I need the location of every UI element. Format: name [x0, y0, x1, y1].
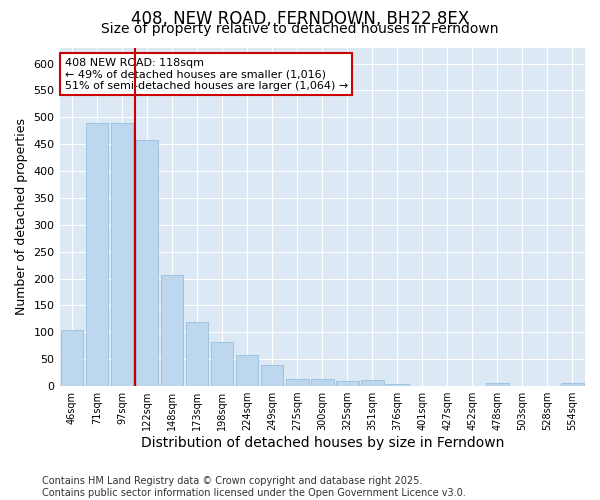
Bar: [136, 140, 158, 386]
Text: Size of property relative to detached houses in Ferndown: Size of property relative to detached ho…: [101, 22, 499, 36]
Bar: [561, 384, 584, 386]
Text: 408 NEW ROAD: 118sqm
← 49% of detached houses are smaller (1,016)
51% of semi-de: 408 NEW ROAD: 118sqm ← 49% of detached h…: [65, 58, 348, 91]
Bar: [86, 122, 109, 386]
Bar: [286, 378, 308, 386]
Bar: [261, 365, 283, 386]
Y-axis label: Number of detached properties: Number of detached properties: [15, 118, 28, 316]
Bar: [211, 342, 233, 386]
Bar: [161, 275, 184, 386]
Bar: [361, 380, 383, 386]
Bar: [186, 322, 208, 386]
Bar: [61, 330, 83, 386]
Text: Contains HM Land Registry data © Crown copyright and database right 2025.
Contai: Contains HM Land Registry data © Crown c…: [42, 476, 466, 498]
Bar: [336, 380, 359, 386]
X-axis label: Distribution of detached houses by size in Ferndown: Distribution of detached houses by size …: [140, 436, 504, 450]
Bar: [486, 384, 509, 386]
Bar: [236, 356, 259, 386]
Bar: [386, 384, 409, 386]
Bar: [311, 378, 334, 386]
Bar: [111, 122, 133, 386]
Text: 408, NEW ROAD, FERNDOWN, BH22 8EX: 408, NEW ROAD, FERNDOWN, BH22 8EX: [131, 10, 469, 28]
